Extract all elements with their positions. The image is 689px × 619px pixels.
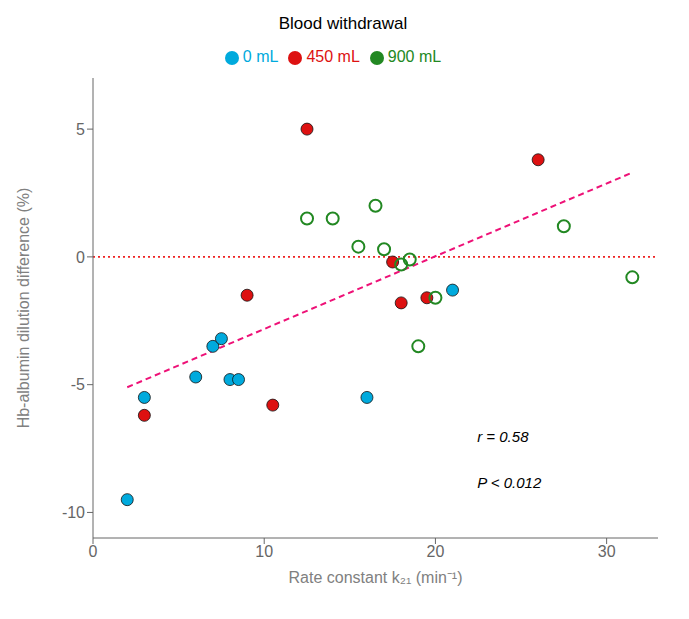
html-text:Blood withdrawal: Blood withdrawal <box>278 14 408 33</box>
html-text:r = 0.58: r = 0.58 <box>477 428 529 445</box>
svg-text:-10: -10 <box>62 504 85 521</box>
html-text:900 mL: 900 mL <box>387 48 442 65</box>
svg-text:20: 20 <box>427 543 445 560</box>
html-text:450 mL: 450 mL <box>306 48 360 65</box>
svg-text:10: 10 <box>255 543 273 560</box>
svg-text:Hb-albumin dilution difference: Hb-albumin dilution difference (%) <box>15 188 32 429</box>
svg-text:30: 30 <box>598 543 616 560</box>
html-text:P < 0.012: P < 0.012 <box>477 474 542 491</box>
svg-text:5: 5 <box>76 121 85 138</box>
html-text:0 mL: 0 mL <box>242 48 279 65</box>
svg-text:0: 0 <box>89 543 98 560</box>
svg-text:-5: -5 <box>71 376 85 393</box>
svg-text:0: 0 <box>76 249 85 266</box>
svg-text:Rate constant k₂₁ (min⁻¹): Rate constant k₂₁ (min⁻¹) <box>289 569 463 586</box>
